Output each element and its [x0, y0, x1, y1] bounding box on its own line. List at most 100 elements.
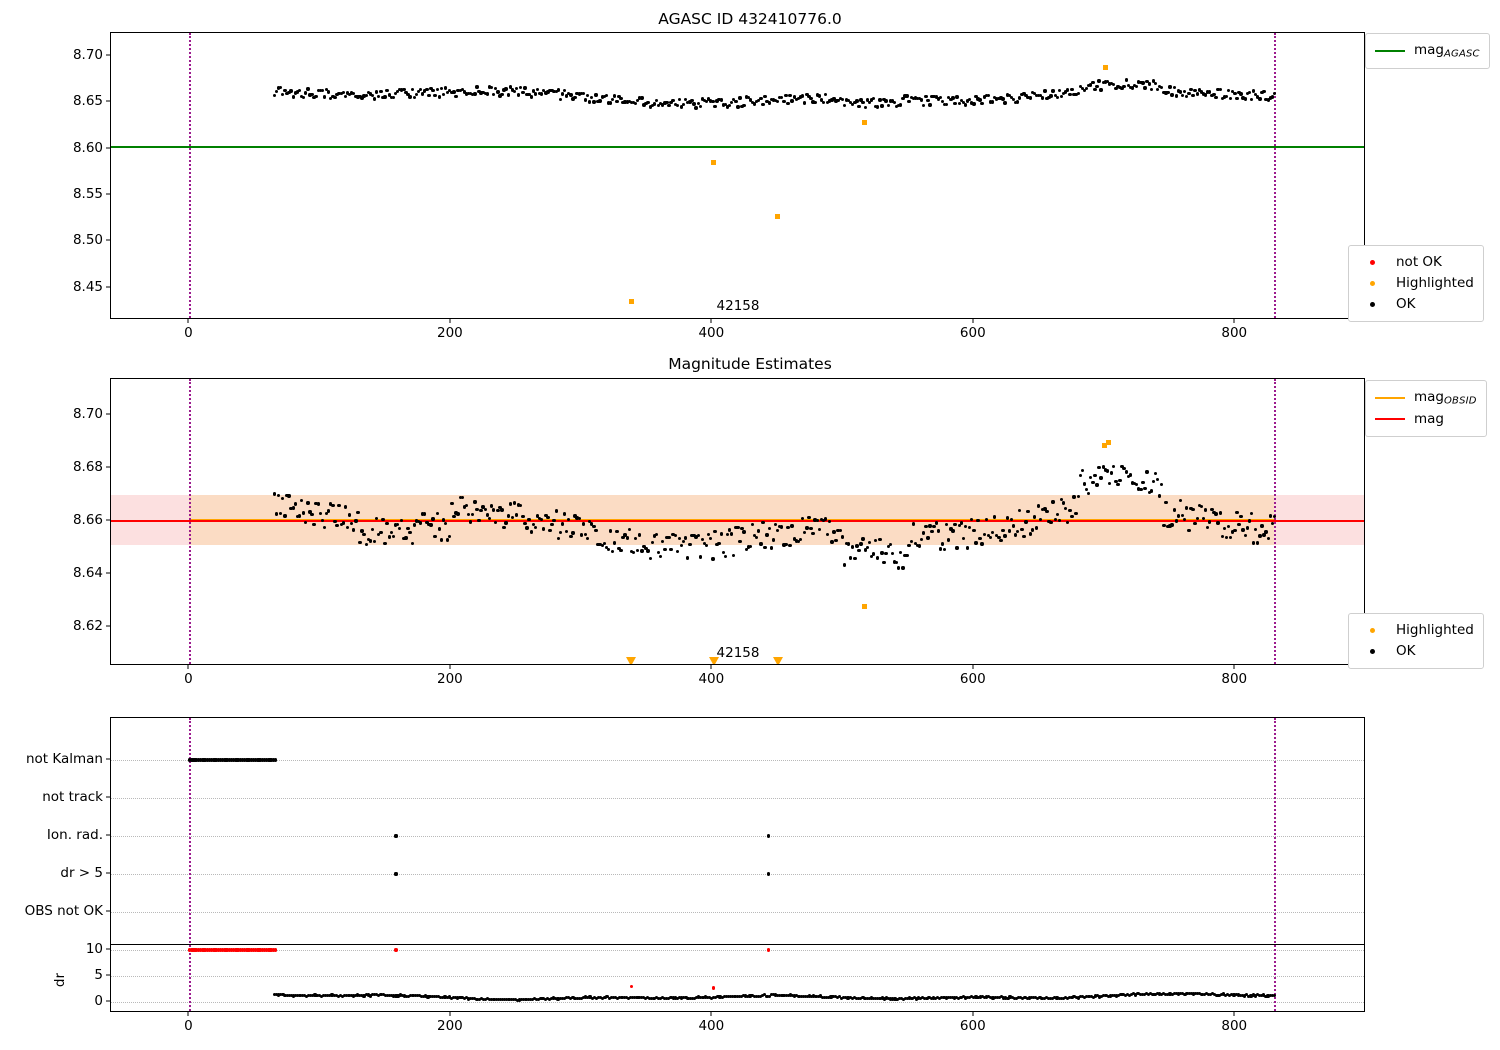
ok-point: [857, 997, 861, 1001]
ok-point: [725, 532, 730, 537]
ok-point: [817, 527, 822, 532]
ok-point: [1257, 994, 1262, 998]
ok-point: [610, 549, 615, 554]
ok-point: [698, 105, 703, 109]
ok-point: [671, 98, 675, 103]
ok-point: [650, 540, 654, 545]
not-ok-point: [251, 948, 256, 952]
ok-point: [1147, 490, 1151, 495]
x-tick-label: 200: [437, 671, 463, 687]
ok-point: [483, 998, 488, 1002]
legend-lines-1[interactable]: magAGASC: [1365, 33, 1490, 69]
ok-point: [830, 540, 834, 544]
ok-point: [362, 94, 366, 98]
ok-point: [755, 536, 759, 540]
x-tick-mark: [1233, 665, 1235, 669]
ok-point: [506, 93, 510, 97]
ok-point: [537, 997, 541, 1002]
highlighted-marker-swatch: [1370, 627, 1375, 633]
ok-point: [1104, 993, 1108, 997]
ok-point: [300, 993, 304, 997]
ok-point: [1155, 477, 1160, 482]
ok-point: [310, 512, 314, 517]
ok-point: [1264, 530, 1268, 534]
ok-point: [1204, 992, 1208, 996]
ok-point: [301, 95, 306, 100]
ok-point: [1120, 464, 1124, 469]
ok-point: [411, 993, 415, 997]
flag-point: [251, 758, 256, 762]
ok-point: [874, 538, 878, 543]
ok-point: [932, 525, 936, 529]
ok-point: [594, 996, 598, 1000]
flag-point: [248, 758, 252, 762]
ok-point: [500, 508, 504, 512]
ok-point: [922, 103, 926, 108]
ok-point: [903, 94, 907, 98]
ok-point: [1112, 994, 1117, 998]
ok-point: [439, 87, 444, 91]
ok-point: [677, 97, 682, 102]
ok-point: [308, 93, 312, 97]
ok-point: [811, 100, 815, 104]
ok-point: [316, 502, 320, 506]
ok-point: [425, 520, 429, 524]
ok-point: [416, 519, 421, 524]
x-tick-label: 400: [698, 671, 725, 687]
legend-lines-2[interactable]: magOBSID mag: [1365, 380, 1487, 437]
ok-point: [700, 537, 705, 541]
y-tick-mark: [106, 625, 110, 627]
ok-point: [1115, 994, 1119, 998]
not-ok-point: [213, 948, 217, 952]
ok-point: [297, 514, 302, 518]
ok-point: [320, 518, 325, 522]
ok-point: [539, 997, 543, 1001]
legend-markers-1[interactable]: not OK Highlighted OK: [1348, 245, 1484, 322]
ok-point: [1255, 993, 1260, 997]
ok-point: [334, 993, 338, 997]
ok-point: [564, 996, 569, 1000]
ok-point: [631, 100, 636, 105]
ok-point: [504, 521, 508, 525]
ok-point: [951, 96, 955, 100]
ok-point: [1134, 993, 1138, 997]
ok-point: [1237, 91, 1241, 95]
ok-point: [289, 993, 294, 998]
ok-point: [1116, 482, 1120, 487]
ok-point: [596, 543, 600, 547]
ok-point: [531, 89, 535, 93]
ok-point: [821, 100, 826, 104]
ok-point: [600, 543, 604, 548]
ok-point: [529, 95, 533, 99]
ok-point: [1118, 478, 1122, 483]
ok-point: [601, 996, 605, 1000]
ok-point: [911, 97, 915, 101]
ok-point: [948, 995, 952, 1000]
ok-point: [988, 535, 993, 540]
ok-point: [1268, 993, 1272, 998]
not-ok-point: [261, 948, 265, 952]
ok-point: [648, 556, 652, 561]
not-ok-point: [244, 948, 248, 952]
ok-point: [1070, 514, 1074, 519]
not-ok-point: [224, 948, 228, 952]
ok-point: [995, 533, 999, 538]
ok-point: [452, 514, 456, 519]
ok-point: [293, 502, 297, 506]
ok-point: [575, 996, 579, 1000]
ok-point: [487, 516, 492, 521]
ok-point: [778, 993, 782, 997]
ok-point: [638, 96, 642, 100]
ok-point: [908, 996, 912, 1000]
ok-point: [692, 102, 696, 106]
ok-point: [820, 995, 825, 999]
ok-point: [840, 996, 844, 1000]
ok-point: [991, 996, 995, 1000]
legend-markers-2[interactable]: Highlighted OK: [1348, 613, 1484, 669]
ok-point: [740, 526, 744, 530]
ok-point: [613, 996, 618, 1000]
ok-point: [890, 99, 895, 103]
ok-point: [617, 547, 621, 551]
ok-point: [294, 993, 298, 997]
flag-point: [202, 758, 206, 762]
